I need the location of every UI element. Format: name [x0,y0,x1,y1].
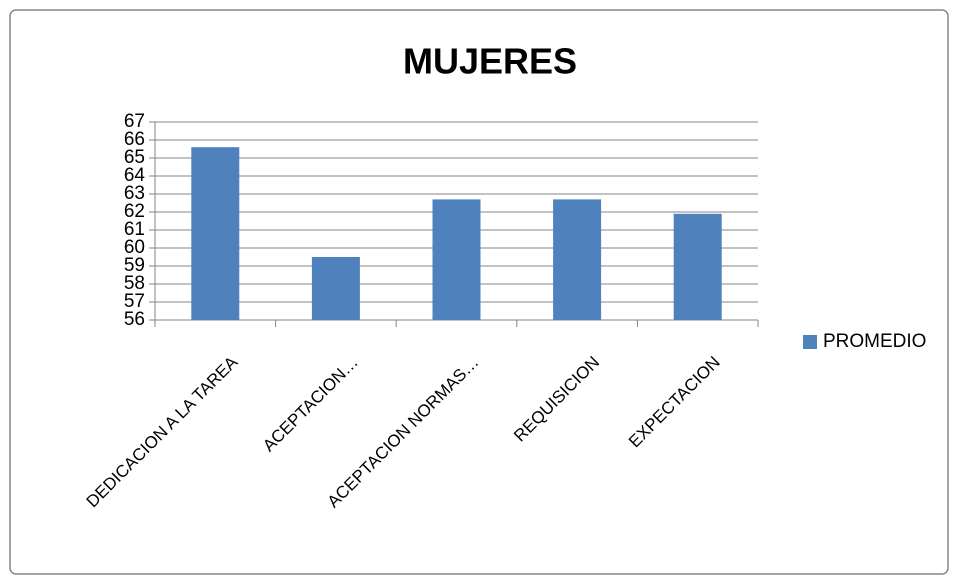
y-tick-label: 63 [124,183,145,204]
y-tick-label: 61 [124,219,145,240]
y-tick-label: 59 [124,255,145,276]
bar [553,199,602,320]
chart-title: MUJERES [403,41,577,82]
y-tick-label: 58 [124,273,145,294]
y-tick-label: 64 [124,165,146,186]
y-tick-label: 60 [124,237,145,258]
legend-label: PROMEDIO [823,331,926,352]
y-tick-label: 65 [124,147,145,168]
y-tick-label: 62 [124,201,145,222]
y-tick-label: 67 [124,111,145,132]
bar [432,199,481,320]
legend-swatch [803,335,817,349]
bar [191,147,240,320]
y-tick-label: 66 [124,129,145,150]
bar [311,257,360,320]
y-tick-label: 57 [124,291,145,312]
y-tick-label: 56 [124,309,145,330]
bar [673,213,722,320]
